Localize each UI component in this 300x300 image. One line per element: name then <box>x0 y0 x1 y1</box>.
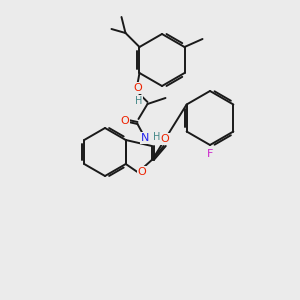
Text: O: O <box>120 116 129 126</box>
Text: O: O <box>133 83 142 93</box>
Text: H: H <box>135 96 142 106</box>
Text: O: O <box>160 134 169 144</box>
Text: F: F <box>207 149 213 159</box>
Text: O: O <box>137 167 146 177</box>
Text: N: N <box>141 133 150 143</box>
Text: H: H <box>153 132 160 142</box>
